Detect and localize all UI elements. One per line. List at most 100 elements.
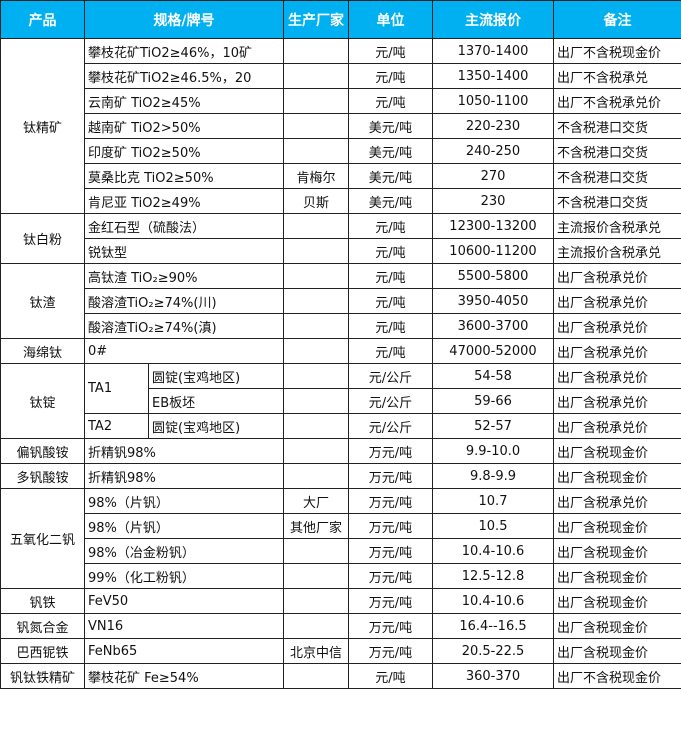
unit-cell: 万元/吨 xyxy=(348,488,433,514)
product-cell: 钛精矿 xyxy=(0,38,85,214)
note-cell: 出厂含税承兑价 xyxy=(553,338,681,364)
spec-cell: 高钛渣 TiO₂≥90% xyxy=(84,263,284,289)
price-cell: 270 xyxy=(432,163,554,189)
table-row: 巴西铌铁 FeNb65 北京中信 万元/吨 20.5-22.5 出厂含税现金价 xyxy=(0,638,681,664)
table-row: 攀枝花矿TiO2≥46.5%，20 元/吨 1350-1400 出厂不含税承兑 xyxy=(1,63,681,89)
price-cell: 1050-1100 xyxy=(432,88,554,114)
spec-cell: VN16 xyxy=(84,613,284,639)
product-cell: 偏钒酸铵 xyxy=(0,438,85,464)
table-row: 云南矿 TiO2≥45% 元/吨 1050-1100 出厂不含税承兑价 xyxy=(1,88,681,114)
product-cell: 五氧化二钒 xyxy=(0,488,85,589)
price-cell: 47000-52000 xyxy=(432,338,554,364)
header-product: 产品 xyxy=(0,0,85,39)
unit-cell: 元/吨 xyxy=(348,63,433,89)
note-cell: 出厂含税现金价 xyxy=(553,538,681,564)
spec-cell: 攀枝花矿TiO2≥46%，10矿 xyxy=(84,38,284,64)
maker-cell: 贝斯 xyxy=(283,188,349,214)
note-cell: 出厂含税承兑价 xyxy=(553,488,681,514)
price-cell: 59-66 xyxy=(432,388,554,414)
note-cell: 出厂不含税承兑 xyxy=(553,63,681,89)
header-note: 备注 xyxy=(553,0,681,39)
unit-cell: 元/吨 xyxy=(348,238,433,264)
price-cell: 3950-4050 xyxy=(432,288,554,314)
spec-cell: 肯尼亚 TiO2≥49% xyxy=(84,188,284,214)
maker-cell xyxy=(283,313,349,339)
unit-cell: 美元/吨 xyxy=(348,138,433,164)
header-spec: 规格/牌号 xyxy=(84,0,284,39)
spec-cell: FeV50 xyxy=(84,588,284,614)
spec-cell: 云南矿 TiO2≥45% xyxy=(84,88,284,114)
note-cell: 出厂含税现金价 xyxy=(553,638,681,664)
note-cell: 出厂含税承兑价 xyxy=(553,388,681,414)
maker-cell: 其他厂家 xyxy=(283,513,349,539)
product-cell: 钒铁 xyxy=(0,588,85,614)
unit-cell: 万元/吨 xyxy=(348,588,433,614)
note-cell: 出厂含税现金价 xyxy=(553,513,681,539)
unit-cell: 元/吨 xyxy=(348,263,433,289)
spec-cell: 锐钛型 xyxy=(84,238,284,264)
table-row: 五氧化二钒 98%（片钒） 大厂 万元/吨 10.7 出厂含税承兑价 xyxy=(0,488,681,589)
table-row: 98%（片钒） 其他厂家 万元/吨 10.5 出厂含税现金价 xyxy=(1,513,681,539)
unit-cell: 元/吨 xyxy=(348,663,433,689)
table-row: 钒铁 FeV50 万元/吨 10.4-10.6 出厂含税现金价 xyxy=(0,588,681,614)
spec-cell: 酸溶渣TiO₂≥74%(川) xyxy=(84,288,284,314)
maker-cell xyxy=(283,63,349,89)
price-cell: 9.8-9.9 xyxy=(432,463,554,489)
note-cell: 出厂含税现金价 xyxy=(553,613,681,639)
grade-cell: TA1 xyxy=(84,363,149,414)
spec-cell: 越南矿 TiO2>50% xyxy=(84,113,284,139)
spec-cell: FeNb65 xyxy=(84,638,284,664)
spec-cell: 印度矿 TiO2≥50% xyxy=(84,138,284,164)
unit-cell: 元/吨 xyxy=(348,88,433,114)
table-row: 锐钛型 元/吨 10600-11200 主流报价含税承兑 xyxy=(1,238,681,264)
price-cell: 1350-1400 xyxy=(432,63,554,89)
maker-cell xyxy=(283,88,349,114)
spec-cell: 圆锭(宝鸡地区) xyxy=(148,363,284,389)
price-cell: 10.4-10.6 xyxy=(432,588,554,614)
unit-cell: 万元/吨 xyxy=(348,638,433,664)
maker-cell xyxy=(283,563,349,589)
header-unit: 单位 xyxy=(348,0,433,39)
unit-cell: 美元/吨 xyxy=(348,113,433,139)
spec-cell: 攀枝花矿 Fe≥54% xyxy=(84,663,284,689)
header-row: 产品 规格/牌号 生产厂家 单位 主流报价 备注 xyxy=(0,0,681,39)
spec-cell: 酸溶渣TiO₂≥74%(滇) xyxy=(84,313,284,339)
table-row: 钛锭 TA1 圆锭(宝鸡地区) 元/公斤 54-58 出厂含税承兑价 xyxy=(0,363,681,439)
unit-cell: 元/公斤 xyxy=(348,363,433,389)
table-row: 肯尼亚 TiO2≥49% 贝斯 美元/吨 230 不含税港口交货 xyxy=(1,188,681,214)
table-row: 越南矿 TiO2>50% 美元/吨 220-230 不含税港口交货 xyxy=(1,113,681,139)
unit-cell: 美元/吨 xyxy=(348,188,433,214)
product-cell: 钛白粉 xyxy=(0,213,85,264)
note-cell: 出厂含税现金价 xyxy=(553,438,681,464)
spec-cell: EB板坯 xyxy=(148,388,284,414)
unit-cell: 美元/吨 xyxy=(348,163,433,189)
note-cell: 出厂含税现金价 xyxy=(553,463,681,489)
price-cell: 20.5-22.5 xyxy=(432,638,554,664)
price-table: 产品 规格/牌号 生产厂家 单位 主流报价 备注 钛精矿 攀枝花矿TiO2≥46%… xyxy=(0,0,681,689)
maker-cell xyxy=(283,113,349,139)
maker-cell xyxy=(283,463,349,489)
note-cell: 出厂含税承兑价 xyxy=(553,313,681,339)
table-row: 钒钛铁精矿 攀枝花矿 Fe≥54% 元/吨 360-370 出厂不含税现金价 xyxy=(0,663,681,689)
spec-cell: 98%（片钒） xyxy=(84,513,284,539)
price-cell: 220-230 xyxy=(432,113,554,139)
note-cell: 出厂不含税现金价 xyxy=(553,663,681,689)
product-cell: 多钒酸铵 xyxy=(0,463,85,489)
maker-cell: 肯梅尔 xyxy=(283,163,349,189)
table-row: 海绵钛 0# 元/吨 47000-52000 出厂含税承兑价 xyxy=(0,338,681,364)
unit-cell: 元/吨 xyxy=(348,213,433,239)
table-row: 钛渣 高钛渣 TiO₂≥90% 元/吨 5500-5800 出厂含税承兑价 xyxy=(0,263,681,339)
maker-cell xyxy=(283,363,349,389)
maker-cell xyxy=(283,413,349,439)
product-cell: 巴西铌铁 xyxy=(0,638,85,664)
spec-cell: 98%（片钒） xyxy=(84,488,284,514)
maker-cell xyxy=(283,388,349,414)
note-cell: 出厂含税现金价 xyxy=(553,588,681,614)
maker-cell xyxy=(283,538,349,564)
spec-cell: 圆锭(宝鸡地区) xyxy=(148,413,284,439)
table-row: 酸溶渣TiO₂≥74%(滇) 元/吨 3600-3700 出厂含税承兑价 xyxy=(1,313,681,339)
price-cell: 16.4--16.5 xyxy=(432,613,554,639)
table-row: 钛精矿 攀枝花矿TiO2≥46%，10矿 元/吨 1370-1400 出厂不含税现金价 xyxy=(0,38,681,214)
price-cell: 12.5-12.8 xyxy=(432,563,554,589)
maker-cell xyxy=(283,263,349,289)
